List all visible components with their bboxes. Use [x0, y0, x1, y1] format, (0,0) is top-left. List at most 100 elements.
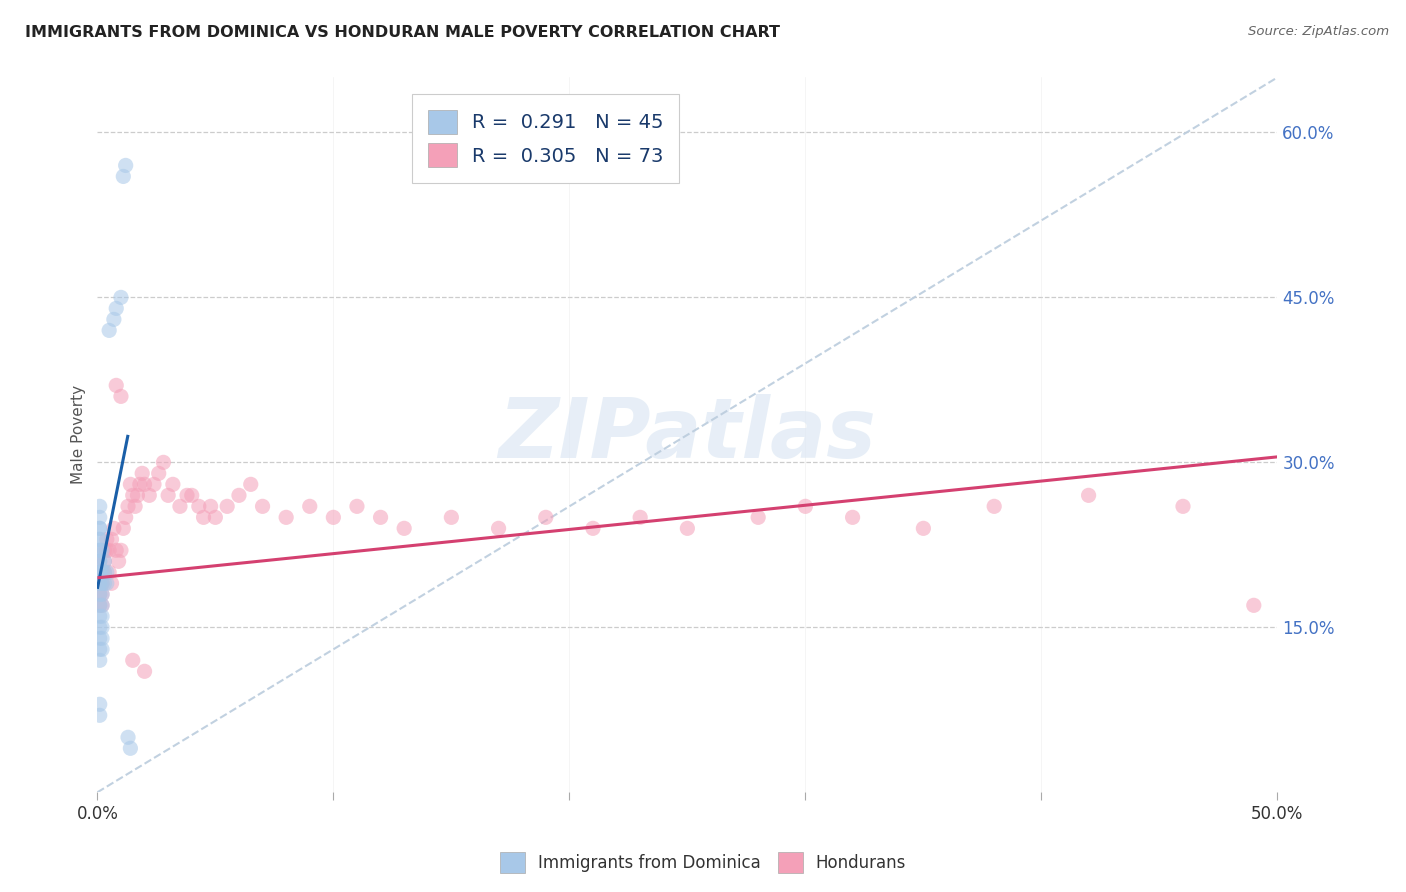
Text: ZIPatlas: ZIPatlas	[499, 394, 876, 475]
Point	[121, 488, 143, 502]
Point	[157, 488, 180, 502]
Point	[89, 543, 111, 558]
Point	[120, 477, 142, 491]
Point	[747, 510, 769, 524]
Point	[252, 500, 274, 514]
Point	[114, 158, 136, 172]
Point	[89, 576, 111, 591]
Point	[98, 543, 121, 558]
Point	[276, 510, 298, 524]
Point	[103, 521, 125, 535]
Point	[143, 477, 166, 491]
Point	[96, 566, 118, 580]
Point	[440, 510, 463, 524]
Point	[200, 500, 222, 514]
Point	[534, 510, 557, 524]
Point	[628, 510, 651, 524]
Point	[89, 554, 111, 568]
Point	[134, 477, 156, 491]
Point	[346, 500, 368, 514]
Point	[180, 488, 202, 502]
Point	[488, 521, 510, 535]
Point	[112, 169, 135, 184]
Point	[105, 543, 128, 558]
Point	[91, 632, 114, 646]
Point	[91, 576, 114, 591]
Point	[89, 500, 111, 514]
Point	[148, 467, 170, 481]
Point	[98, 566, 121, 580]
Point	[107, 554, 129, 568]
Point	[1171, 500, 1194, 514]
Point	[89, 554, 111, 568]
Point	[228, 488, 250, 502]
Point	[96, 533, 118, 547]
Point	[322, 510, 344, 524]
Point	[114, 510, 136, 524]
Point	[89, 566, 111, 580]
Point	[89, 587, 111, 601]
Point	[193, 510, 215, 524]
Point	[239, 477, 262, 491]
Point	[91, 566, 114, 580]
Point	[117, 500, 139, 514]
Point	[127, 488, 149, 502]
Legend: Immigrants from Dominica, Hondurans: Immigrants from Dominica, Hondurans	[494, 846, 912, 880]
Point	[912, 521, 935, 535]
Point	[110, 290, 132, 304]
Y-axis label: Male Poverty: Male Poverty	[72, 385, 86, 484]
Point	[100, 576, 122, 591]
Point	[983, 500, 1005, 514]
Point	[89, 576, 111, 591]
Text: IMMIGRANTS FROM DOMINICA VS HONDURAN MALE POVERTY CORRELATION CHART: IMMIGRANTS FROM DOMINICA VS HONDURAN MAL…	[25, 25, 780, 40]
Point	[676, 521, 699, 535]
Point	[89, 566, 111, 580]
Point	[91, 587, 114, 601]
Point	[89, 708, 111, 723]
Point	[100, 533, 122, 547]
Point	[93, 566, 115, 580]
Point	[91, 620, 114, 634]
Point	[89, 554, 111, 568]
Point	[112, 521, 135, 535]
Point	[105, 378, 128, 392]
Point	[128, 477, 150, 491]
Point	[89, 599, 111, 613]
Point	[89, 642, 111, 657]
Point	[298, 500, 321, 514]
Point	[89, 510, 111, 524]
Point	[89, 587, 111, 601]
Point	[89, 576, 111, 591]
Point	[89, 533, 111, 547]
Point	[93, 576, 115, 591]
Point	[1077, 488, 1099, 502]
Point	[89, 609, 111, 624]
Point	[93, 566, 115, 580]
Point	[91, 587, 114, 601]
Point	[117, 731, 139, 745]
Point	[841, 510, 863, 524]
Point	[110, 389, 132, 403]
Point	[91, 543, 114, 558]
Point	[91, 599, 114, 613]
Point	[91, 609, 114, 624]
Point	[89, 620, 111, 634]
Point	[96, 576, 118, 591]
Point	[98, 323, 121, 337]
Point	[89, 533, 111, 547]
Point	[93, 554, 115, 568]
Point	[93, 554, 115, 568]
Point	[91, 566, 114, 580]
Point	[91, 599, 114, 613]
Point	[370, 510, 392, 524]
Point	[89, 653, 111, 667]
Point	[392, 521, 415, 535]
Point	[110, 543, 132, 558]
Point	[89, 599, 111, 613]
Point	[131, 467, 153, 481]
Point	[89, 521, 111, 535]
Point	[176, 488, 198, 502]
Point	[96, 543, 118, 558]
Point	[89, 543, 111, 558]
Point	[1243, 599, 1265, 613]
